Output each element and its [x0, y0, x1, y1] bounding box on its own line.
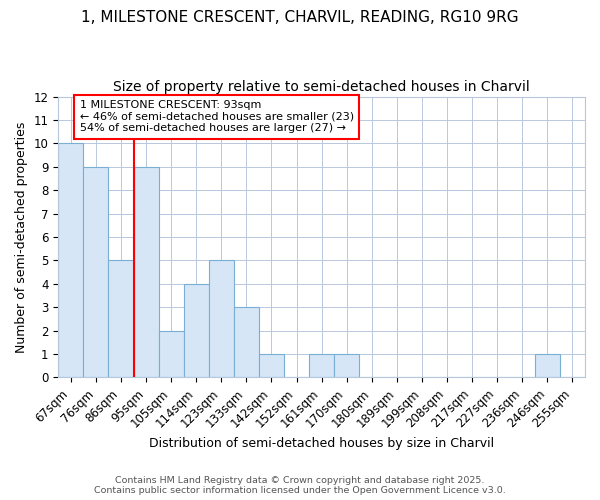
Bar	[184, 284, 209, 378]
Bar	[209, 260, 234, 378]
Bar	[234, 307, 259, 378]
Bar	[309, 354, 334, 378]
Text: 1 MILESTONE CRESCENT: 93sqm
← 46% of semi-detached houses are smaller (23)
54% o: 1 MILESTONE CRESCENT: 93sqm ← 46% of sem…	[80, 100, 354, 134]
Title: Size of property relative to semi-detached houses in Charvil: Size of property relative to semi-detach…	[113, 80, 530, 94]
Bar	[158, 330, 184, 378]
X-axis label: Distribution of semi-detached houses by size in Charvil: Distribution of semi-detached houses by …	[149, 437, 494, 450]
Bar	[259, 354, 284, 378]
Bar	[83, 167, 109, 378]
Bar	[109, 260, 134, 378]
Bar	[134, 167, 158, 378]
Y-axis label: Number of semi-detached properties: Number of semi-detached properties	[15, 122, 28, 352]
Bar	[535, 354, 560, 378]
Text: Contains HM Land Registry data © Crown copyright and database right 2025.
Contai: Contains HM Land Registry data © Crown c…	[94, 476, 506, 495]
Text: 1, MILESTONE CRESCENT, CHARVIL, READING, RG10 9RG: 1, MILESTONE CRESCENT, CHARVIL, READING,…	[81, 10, 519, 25]
Bar	[334, 354, 359, 378]
Bar	[58, 144, 83, 378]
